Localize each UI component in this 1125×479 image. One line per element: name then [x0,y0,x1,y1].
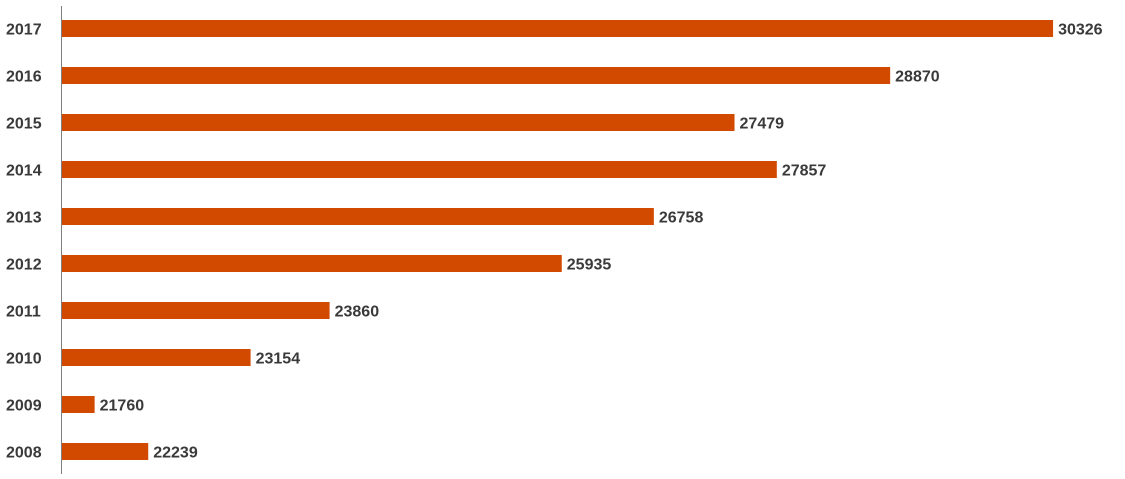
value-label-2014: 27857 [782,163,827,180]
category-label-2012: 2012 [6,257,42,274]
bar-2015 [61,114,735,131]
value-label-2017: 30326 [1058,22,1103,39]
value-labels: 30326 28870 27479 27857 26758 25935 23860 23154… [100,22,1103,462]
value-label-2011: 23860 [335,304,380,321]
category-label-2014: 2014 [6,163,42,180]
bar-2016 [61,67,891,84]
bar-2014 [61,161,777,178]
value-label-2016: 28870 [895,69,940,86]
category-label-2008: 2008 [6,445,42,462]
value-label-2009: 21760 [100,398,145,415]
category-label-2013: 2013 [6,210,42,227]
category-label-2011: 2011 [6,304,41,321]
bar-2010 [61,349,251,366]
value-label-2015: 27479 [740,116,785,133]
category-label-2010: 2010 [6,351,42,368]
bar-2013 [61,208,654,225]
category-labels: 2017 2016 2015 2014 2013 2012 2011 2010 2009 2008 [6,22,42,462]
category-label-2009: 2009 [6,398,42,415]
category-label-2017: 2017 [6,22,42,39]
bars-layer [61,20,1054,460]
value-label-2013: 26758 [659,210,704,227]
category-label-2015: 2015 [6,116,42,133]
value-label-2008: 22239 [153,445,198,462]
bar-2017 [61,20,1054,37]
value-label-2012: 25935 [567,257,612,274]
bar-2008 [61,443,149,460]
bar-2009 [61,396,95,413]
category-label-2016: 2016 [6,69,42,86]
value-label-2010: 23154 [256,351,301,368]
bar-2011 [61,302,330,319]
bar-2012 [61,255,562,272]
